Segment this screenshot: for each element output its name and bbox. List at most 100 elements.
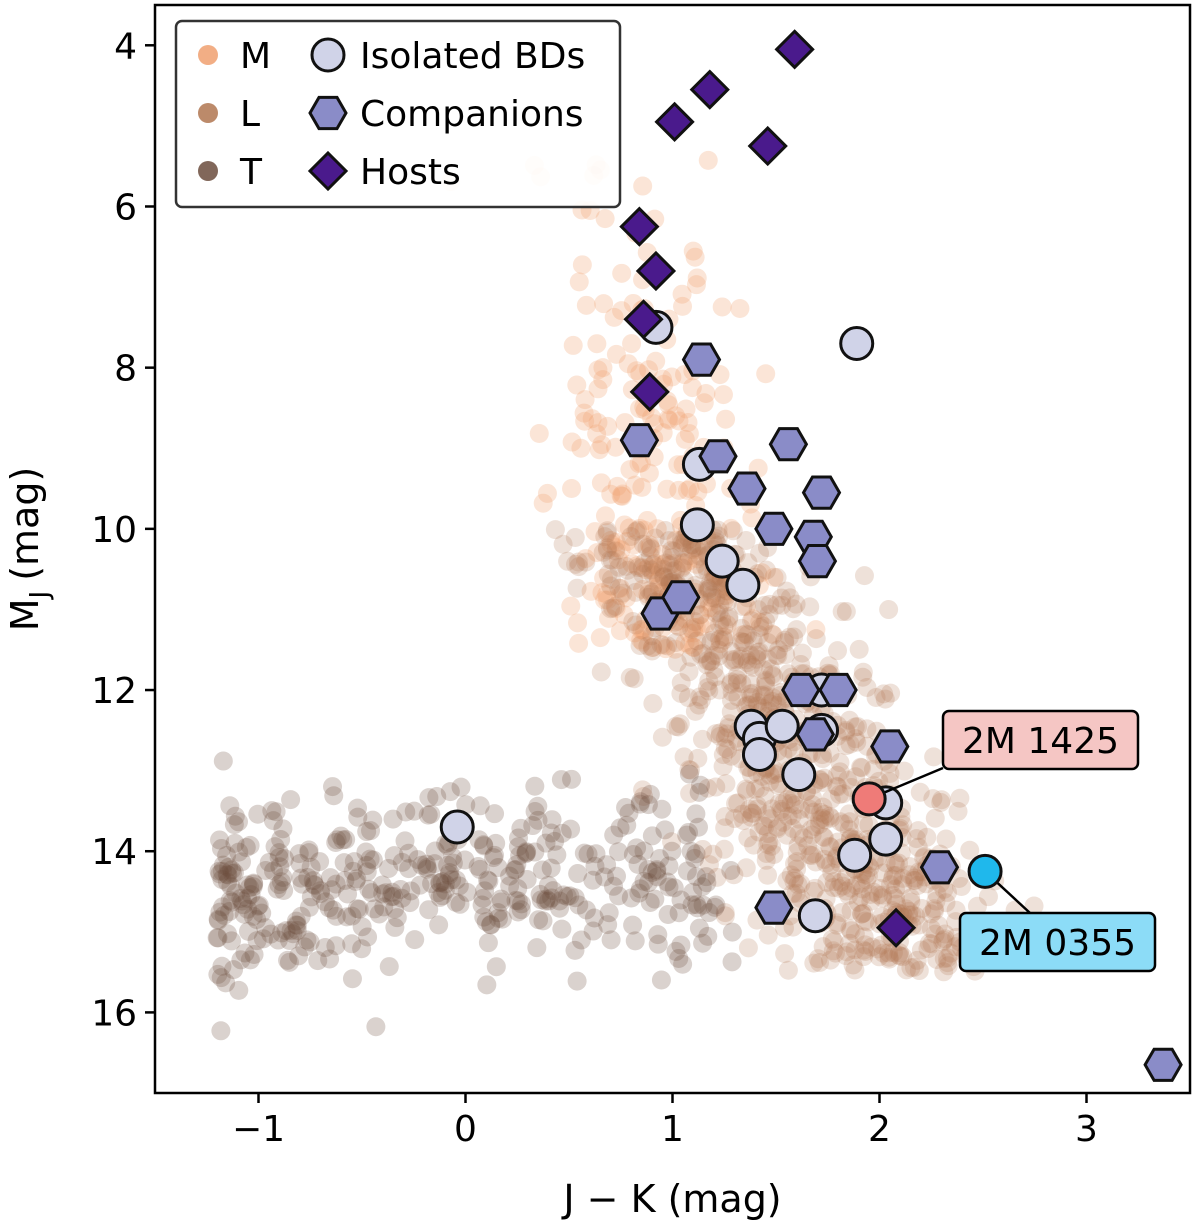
background-point: [637, 510, 657, 530]
background-point: [893, 947, 913, 967]
background-point: [418, 805, 438, 825]
background-point: [222, 860, 242, 880]
background-point: [268, 930, 288, 950]
background-point: [323, 900, 343, 920]
background-point: [673, 296, 693, 316]
background-point: [673, 954, 693, 974]
background-point: [542, 888, 562, 908]
background-point: [597, 521, 617, 541]
legend: MLT Isolated BDs Companions Hosts: [174, 19, 622, 209]
background-point: [611, 486, 631, 506]
background-point: [935, 924, 955, 944]
background-point: [361, 821, 381, 841]
x-tick: 0: [454, 1093, 477, 1150]
background-point: [430, 873, 450, 893]
background-point: [843, 955, 863, 975]
background-point: [662, 367, 682, 387]
background-point: [416, 854, 436, 874]
background-point: [575, 411, 595, 431]
background-point: [862, 937, 882, 957]
background-point: [814, 849, 834, 869]
background-point: [845, 924, 865, 944]
background-point: [701, 651, 721, 671]
background-point: [666, 560, 686, 580]
background-point: [679, 764, 699, 784]
background-point: [760, 772, 780, 792]
background-point: [834, 814, 854, 834]
x-tick: 3: [1075, 1093, 1098, 1150]
background-point: [643, 637, 663, 657]
background-point: [598, 590, 618, 610]
background-point: [781, 793, 801, 813]
background-point: [699, 855, 719, 875]
background-point: [656, 553, 676, 573]
background-point: [682, 619, 702, 639]
background-point: [455, 850, 475, 870]
background-point: [432, 872, 452, 892]
background-point: [686, 540, 706, 560]
background-point: [228, 812, 248, 832]
background-point: [208, 964, 228, 984]
background-point: [709, 602, 729, 622]
background-point: [218, 865, 238, 885]
background-point: [647, 557, 667, 577]
background-point: [748, 642, 768, 662]
background-point: [922, 934, 942, 954]
background-point: [595, 867, 615, 887]
background-point: [857, 870, 877, 890]
background-point: [511, 900, 531, 920]
background-point: [879, 600, 899, 620]
background-point: [209, 861, 229, 881]
background-point: [247, 909, 267, 929]
background-point: [662, 832, 682, 852]
background-point: [675, 633, 695, 653]
background-point: [714, 839, 734, 859]
background-point: [327, 830, 347, 850]
background-point: [531, 890, 551, 910]
x-tick: 1: [661, 1093, 684, 1150]
background-point: [591, 662, 611, 682]
background-point: [379, 957, 399, 977]
background-point: [599, 608, 619, 628]
background-point: [933, 932, 953, 952]
background-point: [295, 937, 315, 957]
background-point: [789, 809, 809, 829]
background-point: [717, 724, 737, 744]
background-point: [269, 843, 289, 863]
background-point: [742, 508, 762, 528]
background-point: [468, 856, 488, 876]
background-point: [622, 334, 642, 354]
background-point: [571, 438, 591, 458]
hexagon-point: [801, 475, 842, 510]
background-point: [778, 807, 798, 827]
background-point: [365, 899, 385, 919]
background-point: [677, 825, 697, 845]
background-point: [768, 646, 788, 666]
background-point: [738, 938, 758, 958]
background-point: [762, 624, 782, 644]
background-point: [597, 538, 617, 558]
background-point: [624, 535, 644, 555]
background-point: [924, 747, 944, 767]
background-point: [960, 840, 980, 860]
background-point: [287, 915, 307, 935]
background-point: [698, 150, 718, 170]
background-point: [646, 351, 666, 371]
background-point: [541, 823, 561, 843]
background-point: [261, 924, 281, 944]
background-point: [625, 475, 645, 495]
background-point: [643, 565, 663, 585]
background-point: [821, 808, 841, 828]
legend-item-companion: Companions: [308, 94, 584, 135]
background-point: [568, 552, 588, 572]
background-point: [831, 872, 851, 892]
background-point: [687, 867, 707, 887]
background-point: [721, 860, 741, 880]
background-point: [666, 941, 686, 961]
background-point: [747, 649, 767, 669]
legend-item-M: M: [198, 36, 271, 77]
background-point: [606, 598, 626, 618]
annotation-2m-0355: 2M 0355: [958, 853, 1157, 973]
background-point: [233, 895, 253, 915]
background-point: [800, 845, 820, 865]
